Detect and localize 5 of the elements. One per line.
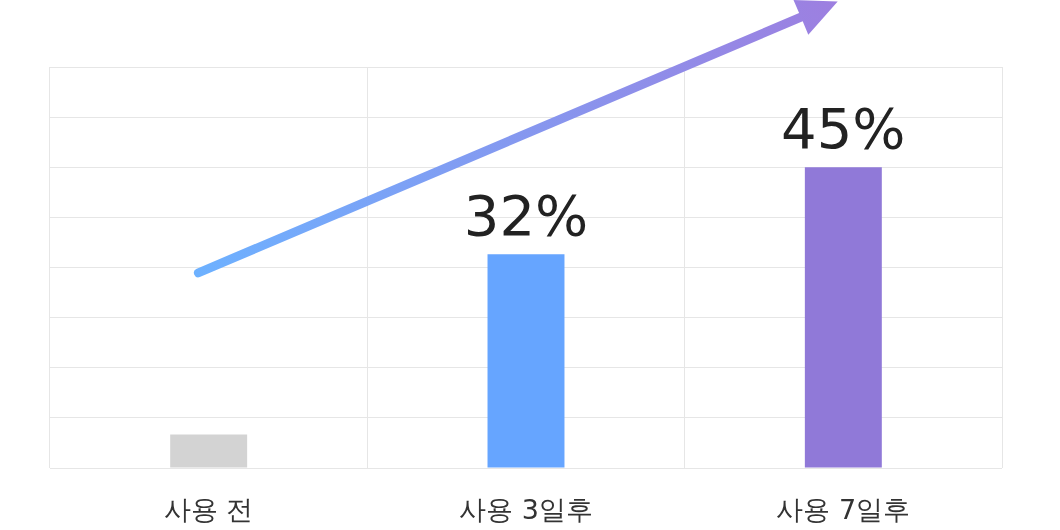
- x-tick-label: 사용 7일후: [776, 494, 911, 526]
- data-label: 45%: [781, 96, 906, 162]
- x-tick-label: 사용 3일후: [459, 494, 593, 526]
- x-tick-label: 사용 전: [163, 494, 254, 526]
- data-label: 32%: [463, 183, 589, 249]
